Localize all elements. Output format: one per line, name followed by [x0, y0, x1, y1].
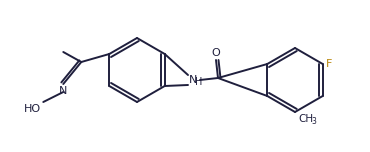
- Text: N: N: [59, 86, 67, 96]
- Text: CH: CH: [298, 114, 313, 124]
- Text: O: O: [212, 48, 221, 58]
- Text: HO: HO: [24, 104, 41, 114]
- Text: 3: 3: [311, 117, 316, 126]
- Text: F: F: [326, 59, 332, 69]
- Text: H: H: [195, 77, 202, 87]
- Text: N: N: [189, 75, 197, 85]
